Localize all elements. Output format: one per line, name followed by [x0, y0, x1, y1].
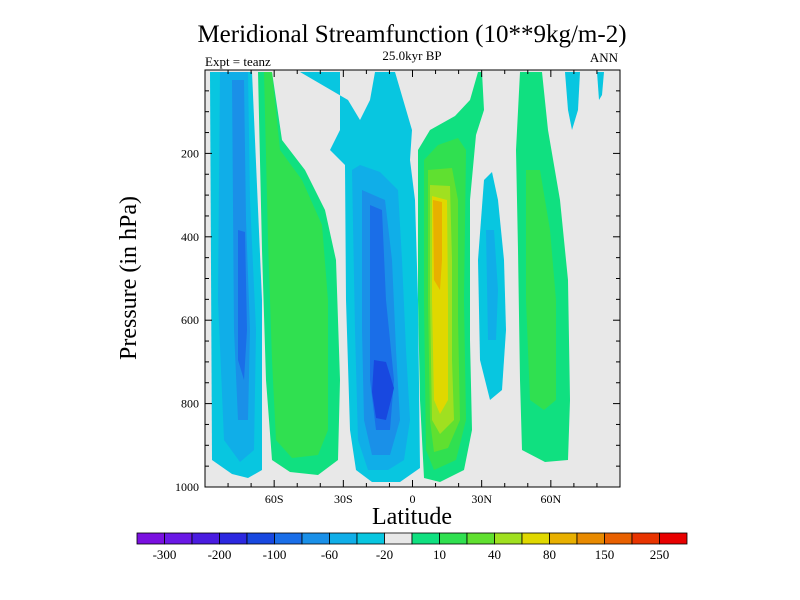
y-tick-label: 800 — [181, 397, 199, 411]
colorbar: -300 -200 -100 -60 -20 10 40 80 150 250 — [136, 532, 688, 562]
x-tick-label: 60S — [265, 492, 284, 506]
southern-ferrel-cell-core — [264, 72, 328, 458]
colorbar-swatch — [439, 532, 468, 545]
southern-polar-cell-peak — [238, 230, 247, 380]
colorbar-label: -200 — [208, 547, 232, 562]
colorbar-swatch — [521, 532, 550, 545]
y-axis-label: Pressure (in hPa) — [116, 196, 142, 360]
colorbar-swatch — [494, 532, 523, 545]
x-tick-label: 30S — [334, 492, 353, 506]
northern-hadley-cell-peak — [433, 200, 442, 290]
colorbar-swatch — [356, 532, 385, 545]
colorbar-label: 80 — [543, 547, 556, 562]
y-tick-label: 1000 — [175, 480, 199, 494]
colorbar-swatch — [136, 532, 165, 545]
colorbar-swatch — [604, 532, 633, 545]
y-tick-label: 200 — [181, 146, 199, 160]
left-string: Expt = teanz — [205, 54, 271, 69]
colorbar-swatch — [246, 532, 275, 545]
y-tick-label: 400 — [181, 230, 199, 244]
x-axis: 60S 30S 0 30N 60N — [204, 70, 621, 506]
colorbar-swatch — [576, 532, 605, 545]
arctic-streak-2 — [597, 72, 604, 100]
x-tick-label: 60N — [540, 492, 561, 506]
colorbar-label: -100 — [263, 547, 287, 562]
contour-fills — [210, 72, 604, 482]
y-axis: 200 400 600 800 1000 — [175, 69, 620, 494]
colorbar-swatch — [164, 532, 193, 545]
chart-title: Meridional Streamfunction (10**9kg/m-2) — [197, 21, 626, 48]
southern-hadley-cell-peak — [372, 360, 394, 420]
colorbar-swatch — [274, 532, 303, 545]
colorbar-swatch — [329, 532, 358, 545]
colorbar-swatch — [549, 532, 578, 545]
x-tick-label: 30N — [471, 492, 492, 506]
colorbar-swatch — [219, 532, 248, 545]
x-axis-label: Latitude — [372, 504, 452, 530]
chart-subtitle: 25.0kyr BP — [382, 48, 441, 63]
northern-polar-cell-core — [526, 170, 556, 410]
northern-ferrel-cell-core — [486, 230, 498, 340]
colorbar-swatch — [191, 532, 220, 545]
arctic-streak-1 — [565, 72, 580, 130]
colorbar-label: -20 — [376, 547, 393, 562]
colorbar-label: 10 — [433, 547, 446, 562]
colorbar-swatch — [659, 532, 688, 545]
colorbar-swatch — [384, 532, 413, 545]
x-tick-label: 0 — [410, 492, 416, 506]
right-string: ANN — [590, 50, 619, 65]
colorbar-label: 150 — [595, 547, 615, 562]
colorbar-label: -60 — [321, 547, 338, 562]
colorbar-label: 250 — [650, 547, 670, 562]
colorbar-swatch — [301, 532, 330, 545]
y-tick-label: 600 — [181, 313, 199, 327]
colorbar-label: 40 — [488, 547, 501, 562]
colorbar-label: -300 — [153, 547, 177, 562]
colorbar-swatch — [466, 532, 495, 545]
colorbar-swatch — [631, 532, 660, 545]
colorbar-swatch — [411, 532, 440, 545]
